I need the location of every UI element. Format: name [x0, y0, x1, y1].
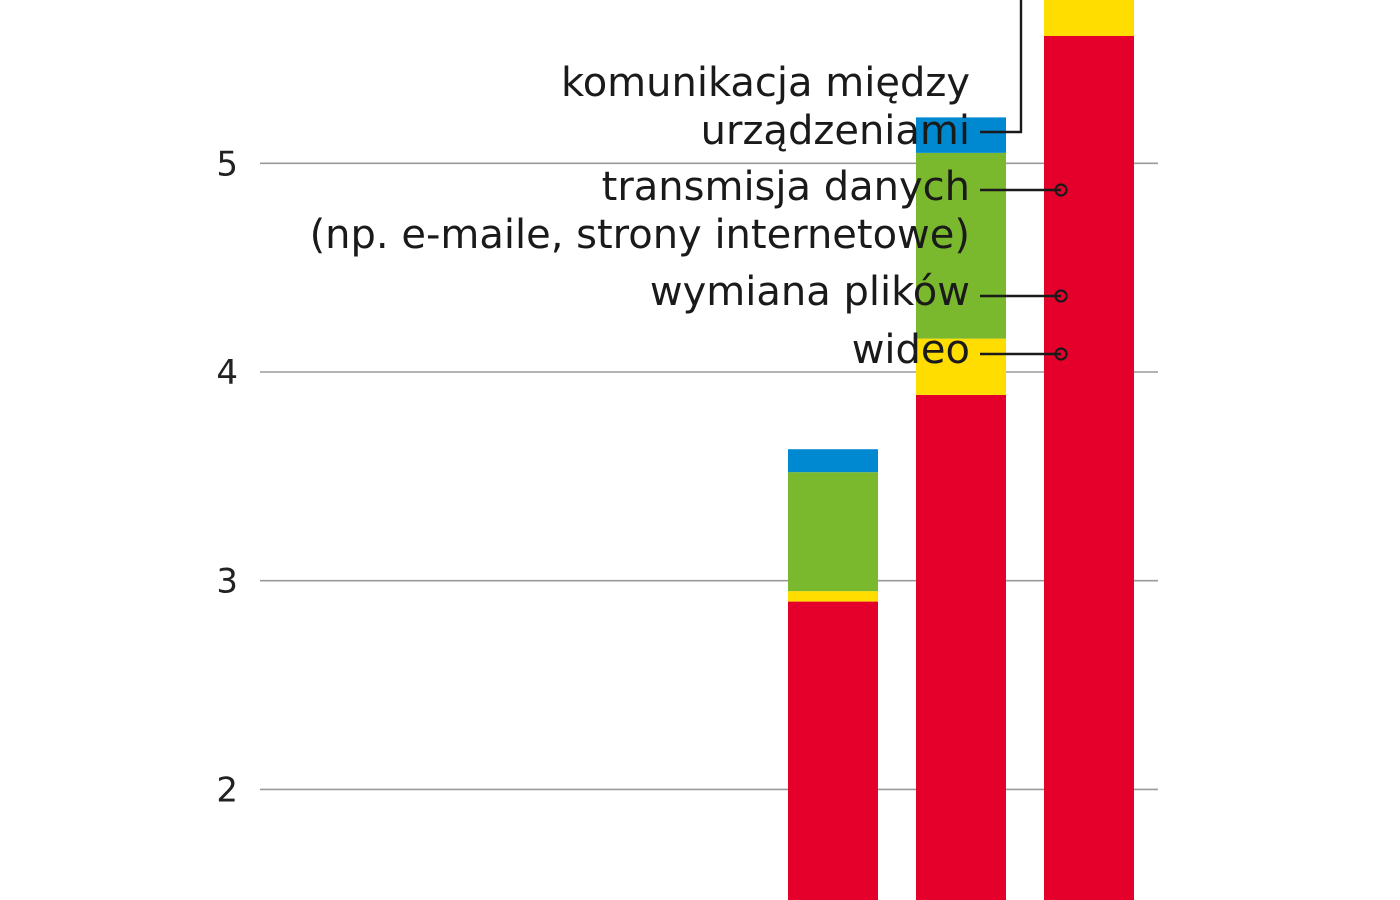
- y-tick-label: 5: [216, 144, 238, 184]
- gridlines: [260, 162, 1158, 791]
- bar-segment: [788, 591, 878, 602]
- y-axis-tick-labels: 2 3 4 5: [216, 144, 238, 810]
- bar-segment: [916, 394, 1006, 900]
- bar-segment: [788, 449, 878, 473]
- bars: [788, 0, 1134, 900]
- bar-segment: [788, 472, 878, 592]
- annotation-leaders: [980, 0, 1068, 361]
- leader-dot: [1054, 183, 1068, 197]
- bar-segment: [916, 117, 1006, 153]
- bar-segment: [1044, 0, 1134, 36]
- bar-segment: [916, 152, 1006, 339]
- annotation-label: wideo: [852, 327, 970, 373]
- annotation-label: wymiana plików: [650, 269, 970, 315]
- leader-line: [980, 0, 1023, 134]
- annotation-label: urządzeniami: [701, 108, 970, 154]
- annotation-label: transmisja danych: [602, 164, 970, 210]
- leader-dot: [1054, 347, 1068, 361]
- bar-segment: [788, 601, 878, 900]
- annotation-label: (np. e-maile, strony internetowe): [310, 212, 970, 258]
- y-tick-label: 4: [216, 353, 238, 393]
- leader-dot: [1054, 289, 1068, 303]
- bar-segment: [916, 338, 1006, 395]
- annotation-label: komunikacja między: [561, 60, 970, 106]
- bar-segment: [1044, 35, 1134, 900]
- y-tick-label: 2: [216, 770, 238, 810]
- y-tick-label: 3: [216, 562, 238, 602]
